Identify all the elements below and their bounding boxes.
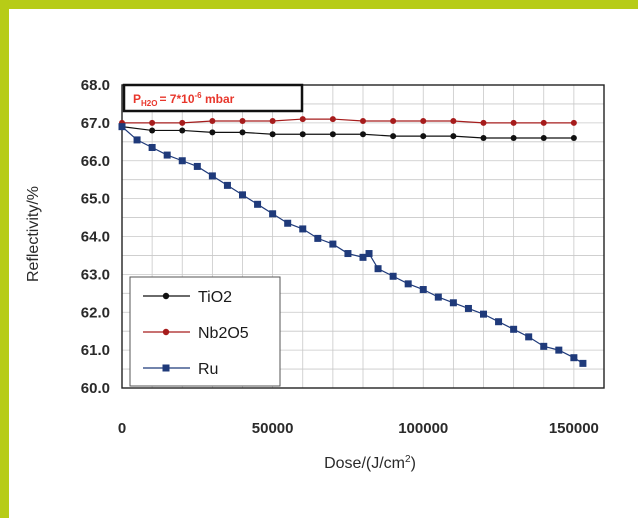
data-point-ru xyxy=(269,210,276,217)
data-point-nb2o5 xyxy=(300,116,306,122)
data-point-tio2 xyxy=(300,131,306,137)
data-point-nb2o5 xyxy=(330,116,336,122)
data-point-nb2o5 xyxy=(209,118,215,124)
data-point-tio2 xyxy=(209,129,215,135)
data-point-ru xyxy=(579,360,586,367)
series-line-nb2o5 xyxy=(122,119,574,123)
annotation-unit: mbar xyxy=(202,92,235,106)
y-tick-label: 60.0 xyxy=(81,380,110,397)
data-point-tio2 xyxy=(450,133,456,139)
x-tick-label: 0 xyxy=(118,420,126,437)
data-point-tio2 xyxy=(179,127,185,133)
data-point-ru xyxy=(420,286,427,293)
y-tick-labels: 60.0 61.0 62.0 63.0 64.0 65.0 66.0 67.0 68.0 xyxy=(81,77,110,397)
data-point-ru xyxy=(224,182,231,189)
data-point-tio2 xyxy=(571,135,577,141)
data-point-ru xyxy=(375,265,382,272)
annotation-subscript: H2O xyxy=(141,99,157,108)
data-point-nb2o5 xyxy=(149,120,155,126)
data-point-tio2 xyxy=(390,133,396,139)
data-point-nb2o5 xyxy=(420,118,426,124)
data-point-nb2o5 xyxy=(450,118,456,124)
data-point-ru xyxy=(194,163,201,170)
data-point-ru xyxy=(495,318,502,325)
data-point-tio2 xyxy=(330,131,336,137)
data-point-ru xyxy=(164,152,171,159)
x-tick-label: 150000 xyxy=(549,420,599,437)
data-point-ru xyxy=(239,191,246,198)
data-point-nb2o5 xyxy=(390,118,396,124)
x-tick-label: 100000 xyxy=(398,420,448,437)
annotation-prefix: P xyxy=(133,92,141,106)
legend: TiO2 Nb2O5 Ru xyxy=(130,277,280,386)
annotation-value: = 7*10 xyxy=(159,92,194,106)
data-point-nb2o5 xyxy=(179,120,185,126)
data-point-ru xyxy=(435,294,442,301)
x-tick-label: 50000 xyxy=(252,420,294,437)
legend-label-ru: Ru xyxy=(198,361,218,378)
data-point-ru xyxy=(555,347,562,354)
data-point-ru xyxy=(314,235,321,242)
series-tio2 xyxy=(119,124,577,141)
legend-marker-ru xyxy=(163,365,170,372)
legend-label-tio2: TiO2 xyxy=(198,289,232,306)
pressure-annotation: PH2O = 7*10-6 mbar xyxy=(124,85,302,111)
data-point-ru xyxy=(525,333,532,340)
legend-label-nb2o5: Nb2O5 xyxy=(198,325,249,342)
x-tick-labels: 0 50000 100000 150000 xyxy=(118,420,599,437)
y-tick-label: 65.0 xyxy=(81,191,110,208)
y-tick-label: 61.0 xyxy=(81,342,110,359)
y-axis-title: Reflectivity/% xyxy=(25,186,42,282)
y-tick-label: 64.0 xyxy=(81,229,110,246)
data-point-nb2o5 xyxy=(511,120,517,126)
data-point-tio2 xyxy=(511,135,517,141)
data-point-tio2 xyxy=(481,135,487,141)
data-point-ru xyxy=(134,136,141,143)
y-tick-label: 67.0 xyxy=(81,115,110,132)
data-point-nb2o5 xyxy=(481,120,487,126)
series-nb2o5 xyxy=(119,116,577,126)
data-point-ru xyxy=(510,326,517,333)
data-point-tio2 xyxy=(240,129,246,135)
data-point-tio2 xyxy=(270,131,276,137)
data-point-nb2o5 xyxy=(270,118,276,124)
x-axis-title: Dose/(J/cm2) xyxy=(324,454,416,472)
data-point-ru xyxy=(480,311,487,318)
data-point-ru xyxy=(360,254,367,261)
data-point-ru xyxy=(209,172,216,179)
data-point-ru xyxy=(540,343,547,350)
data-point-ru xyxy=(119,123,126,130)
data-point-ru xyxy=(179,157,186,164)
data-point-tio2 xyxy=(149,127,155,133)
y-tick-label: 66.0 xyxy=(81,153,110,170)
data-point-ru xyxy=(329,241,336,248)
data-point-ru xyxy=(254,201,261,208)
y-tick-label: 62.0 xyxy=(81,304,110,321)
data-point-tio2 xyxy=(420,133,426,139)
data-point-ru xyxy=(390,273,397,280)
data-point-ru xyxy=(344,250,351,257)
data-point-nb2o5 xyxy=(240,118,246,124)
legend-marker-nb2o5 xyxy=(163,329,169,335)
data-point-ru xyxy=(570,354,577,361)
legend-marker-tio2 xyxy=(163,293,169,299)
data-point-nb2o5 xyxy=(360,118,366,124)
y-tick-label: 68.0 xyxy=(81,77,110,94)
data-point-nb2o5 xyxy=(571,120,577,126)
series-line-tio2 xyxy=(122,127,574,138)
data-point-ru xyxy=(149,144,156,151)
data-point-ru xyxy=(366,250,373,257)
data-point-tio2 xyxy=(541,135,547,141)
data-point-tio2 xyxy=(360,131,366,137)
y-tick-label: 63.0 xyxy=(81,266,110,283)
data-point-ru xyxy=(284,220,291,227)
data-point-ru xyxy=(465,305,472,312)
data-point-ru xyxy=(450,299,457,306)
data-point-nb2o5 xyxy=(541,120,547,126)
data-point-ru xyxy=(405,280,412,287)
data-point-ru xyxy=(299,225,306,232)
